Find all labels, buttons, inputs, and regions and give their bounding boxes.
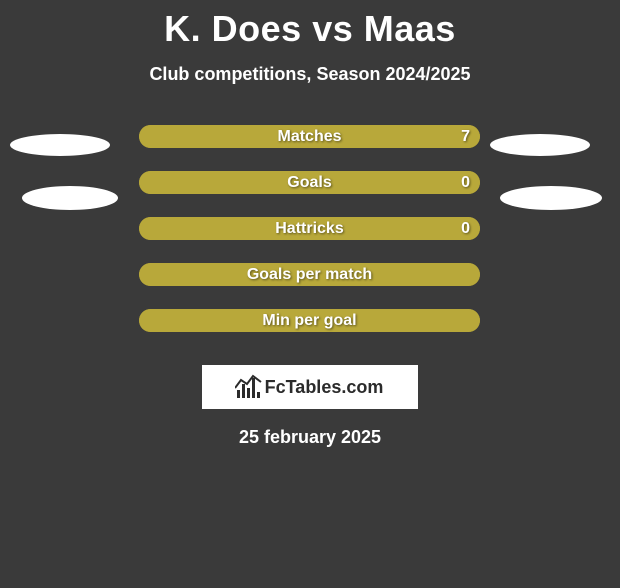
date-label: 25 february 2025 <box>0 427 620 448</box>
bar-fill-right <box>139 309 480 332</box>
bar-fill-right <box>139 171 480 194</box>
bar-track <box>139 263 480 286</box>
bar-track <box>139 125 480 148</box>
bar-track <box>139 217 480 240</box>
decorative-ellipse <box>10 134 110 156</box>
comparison-chart: Matches7Goals0Hattricks0Goals per matchM… <box>0 125 620 355</box>
logo: FcTables.com <box>237 376 384 398</box>
logo-text: FcTables.com <box>265 377 384 398</box>
decorative-ellipse <box>490 134 590 156</box>
subtitle: Club competitions, Season 2024/2025 <box>0 64 620 85</box>
bar-track <box>139 171 480 194</box>
trend-line-icon <box>235 374 263 392</box>
bar-fill-right <box>139 125 480 148</box>
logo-box: FcTables.com <box>202 365 418 409</box>
bar-fill-right <box>139 217 480 240</box>
stat-row: Goals per match <box>0 263 620 309</box>
stat-row: Hattricks0 <box>0 217 620 263</box>
stat-value-right: 7 <box>461 125 470 148</box>
stat-row: Min per goal <box>0 309 620 355</box>
stat-value-right: 0 <box>461 217 470 240</box>
bar-track <box>139 309 480 332</box>
page-title: K. Does vs Maas <box>0 8 620 50</box>
stat-value-right: 0 <box>461 171 470 194</box>
decorative-ellipse <box>22 186 118 210</box>
bar-chart-icon <box>237 376 259 398</box>
decorative-ellipse <box>500 186 602 210</box>
bar-fill-right <box>139 263 480 286</box>
